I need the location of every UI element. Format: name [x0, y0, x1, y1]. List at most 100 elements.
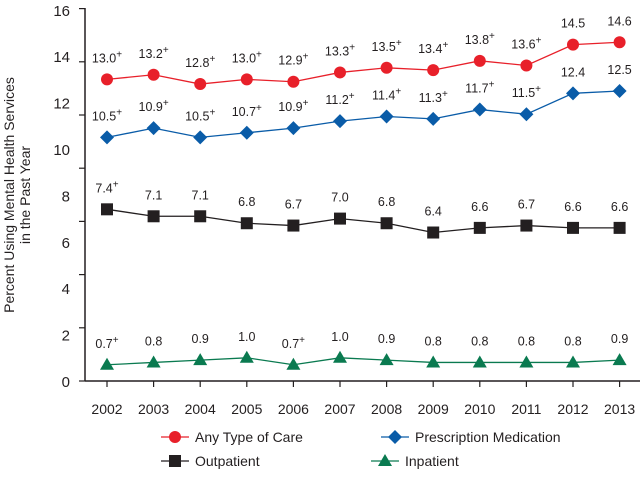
data-label: 11.5+: [512, 84, 541, 100]
data-label: 0.9: [192, 332, 209, 346]
significance-marker: +: [536, 35, 542, 46]
data-point-diamond: [566, 86, 580, 101]
data-point-circle: [334, 66, 346, 79]
data-point-square: [334, 212, 346, 225]
series-line: [106, 90, 620, 139]
significance-marker: +: [209, 107, 215, 118]
legend-marker-square: [169, 455, 181, 467]
y-tick-label: 2: [62, 328, 70, 345]
data-label: 11.3+: [419, 89, 448, 105]
legend-marker-circle: [169, 431, 181, 443]
data-point-square: [520, 219, 533, 232]
data-label: 1.0: [331, 330, 348, 344]
data-label: 6.6: [564, 200, 581, 214]
data-label: 0.8: [425, 334, 442, 348]
significance-marker: +: [113, 179, 119, 190]
legend-label: Inpatient: [405, 453, 459, 469]
y-tick-label: 0: [62, 374, 70, 391]
data-label: 13.6+: [511, 35, 541, 51]
data-point-circle: [567, 38, 579, 51]
data-label: 14.6: [607, 14, 631, 28]
legend-label: Prescription Medication: [415, 429, 561, 445]
x-tick-label: 2008: [371, 401, 402, 417]
series-any-type-of-care: 13.0+ 13.2+ 12.8+ 13.0+ 12.9+ 13.3+ 13.5+ 13.4+…: [92, 14, 632, 91]
legend-marker-triangle: [378, 454, 392, 466]
data-label: 10.7+: [232, 103, 262, 119]
x-tick-label: 2011: [511, 401, 541, 417]
data-point-diamond: [612, 84, 627, 98]
significance-marker: +: [535, 84, 541, 95]
data-label: 0.8: [145, 334, 162, 348]
y-axis-title: Percent Using Mental Health Services in …: [1, 77, 33, 313]
data-label: 6.6: [611, 200, 628, 214]
data-label: 6.4: [425, 205, 442, 219]
data-label: 13.2+: [139, 45, 169, 61]
data-point-circle: [147, 68, 160, 81]
significance-marker: +: [209, 54, 215, 65]
data-point-triangle: [333, 350, 347, 363]
significance-marker: +: [256, 49, 262, 60]
data-point-circle: [520, 59, 533, 72]
data-point-triangle: [519, 355, 534, 368]
significance-marker: +: [396, 38, 402, 49]
x-tick-label: 2009: [418, 401, 449, 417]
data-point-triangle: [286, 357, 301, 370]
data-point-circle: [240, 73, 253, 86]
significance-marker: +: [256, 103, 262, 114]
x-tick-label: 2003: [138, 401, 169, 417]
data-label: 12.5: [607, 63, 631, 77]
data-label: 13.8+: [465, 31, 495, 47]
y-tick-label: 8: [62, 188, 70, 205]
data-label: 0.8: [518, 334, 535, 348]
series-outpatient: 7.4+ 7.1 7.1 6.8 6.7 7.0 6.8 6.4 6.6 6.7 6.6 6.6: [95, 179, 628, 239]
x-tick-label: 2012: [557, 401, 588, 417]
significance-marker: +: [116, 107, 122, 118]
data-label: 6.8: [238, 195, 255, 209]
data-label: 0.8: [564, 334, 581, 348]
data-point-circle: [287, 75, 300, 88]
significance-marker: +: [489, 31, 495, 42]
data-label: 12.8+: [185, 54, 215, 70]
data-label: 11.7+: [465, 80, 494, 96]
data-label: 0.8: [471, 334, 488, 348]
data-point-diamond: [333, 114, 347, 129]
significance-marker: +: [163, 98, 169, 109]
data-point-circle: [427, 64, 440, 77]
significance-marker: +: [303, 52, 309, 63]
data-label: 10.5+: [92, 107, 122, 123]
data-point-triangle: [379, 353, 394, 366]
data-point-circle: [101, 73, 113, 86]
data-label: 6.7: [285, 198, 302, 212]
data-label: 7.1: [145, 188, 162, 202]
legend-marker-diamond: [388, 430, 402, 444]
axes: 0 2 4 6 8 10 12 14 16 2002 2003 2004 2005 2006 2007 200…: [53, 3, 640, 417]
series-prescription-medication: 10.5+ 10.9+ 10.5+ 10.7+ 10.9+ 11.2+ 11.4+ 11.3+…: [92, 63, 632, 145]
data-label: 7.0: [331, 191, 348, 205]
data-label: 7.4+: [95, 179, 118, 195]
data-label: 13.0+: [232, 49, 262, 65]
data-label: 0.9: [611, 332, 628, 346]
legend-item: Inpatient: [371, 453, 459, 469]
data-point-circle: [380, 61, 393, 74]
data-point-diamond: [426, 111, 441, 126]
data-label: 0.7+: [282, 335, 305, 351]
data-point-square: [473, 221, 486, 234]
y-tick-label: 4: [62, 281, 70, 298]
data-label: 12.4: [561, 65, 585, 79]
x-tick-label: 2006: [278, 401, 309, 417]
significance-marker: +: [113, 335, 119, 346]
data-point-square: [147, 210, 160, 223]
series-line: [106, 208, 620, 234]
data-point-square: [194, 210, 207, 223]
data-label: 6.7: [518, 198, 535, 212]
x-tick-label: 2013: [604, 401, 635, 417]
y-tick-label: 10: [53, 142, 70, 159]
significance-marker: +: [303, 98, 309, 109]
y-tick-label: 16: [53, 3, 70, 20]
data-point-triangle: [239, 350, 254, 363]
data-label: 13.5+: [372, 38, 402, 54]
x-tick-label: 2002: [91, 401, 122, 417]
legend-item: Prescription Medication: [381, 429, 561, 445]
legend-label: Outpatient: [195, 453, 260, 469]
